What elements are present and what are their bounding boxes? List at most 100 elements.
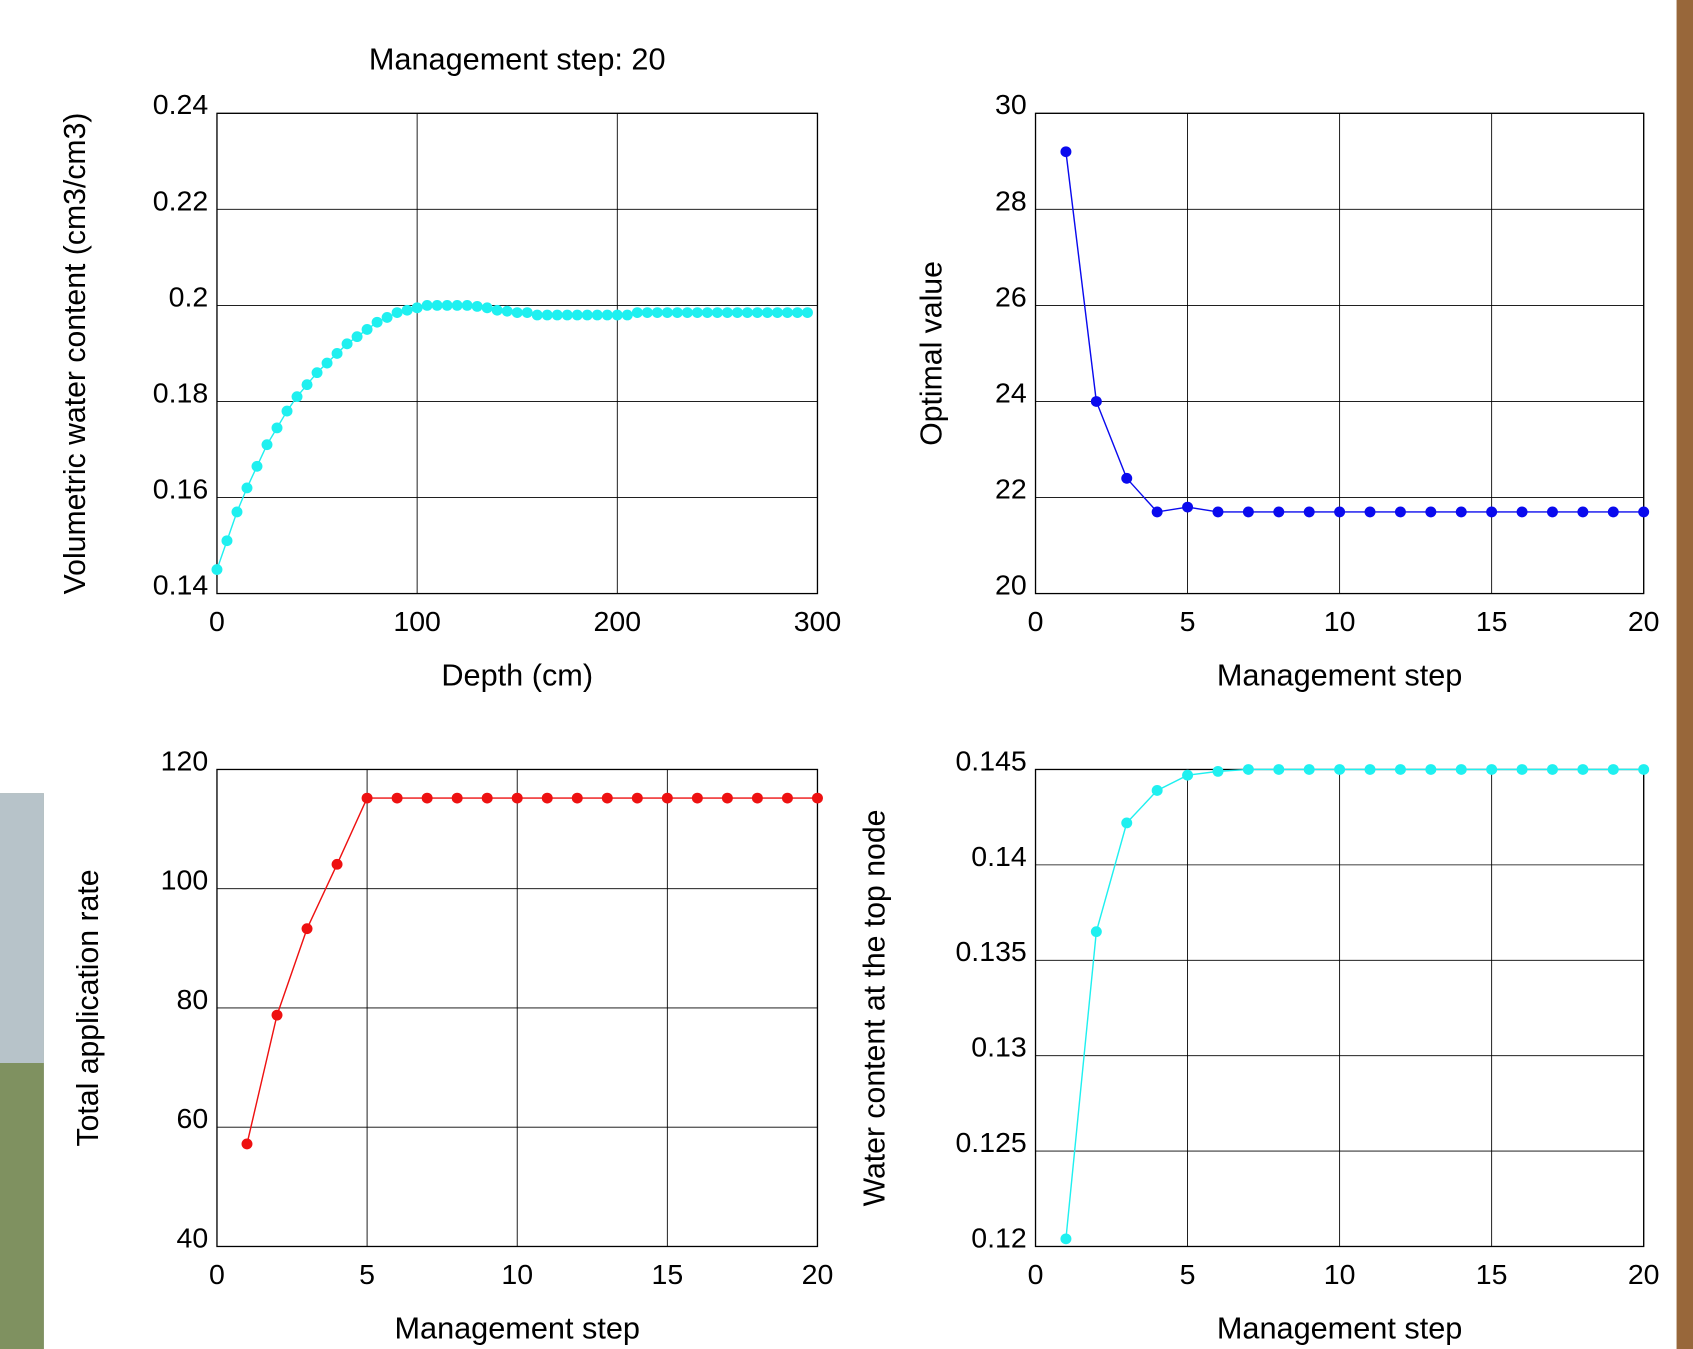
data-point [471, 300, 483, 312]
data-point [501, 305, 513, 317]
data-point [571, 792, 583, 804]
data-point [1516, 764, 1528, 775]
x-axis-label: Management step [1217, 1312, 1463, 1346]
data-point [641, 307, 653, 319]
data-point [381, 312, 393, 323]
data-point [311, 367, 323, 379]
data-point [1242, 506, 1254, 518]
data-point [581, 309, 593, 321]
data-point [1486, 506, 1498, 518]
data-point [1121, 472, 1133, 484]
data-point [1638, 764, 1650, 775]
data-point [811, 792, 823, 804]
data-point [1607, 506, 1619, 518]
data-point [1364, 506, 1376, 518]
data-point [1334, 506, 1346, 518]
y-tick-label: 0.12 [971, 1222, 1026, 1254]
data-point [1546, 764, 1558, 775]
data-point [1638, 506, 1650, 518]
y-tick-label: 0.24 [153, 88, 208, 120]
x-tick-label: 5 [359, 1258, 375, 1290]
chart-title: Management step: 20 [369, 43, 666, 77]
x-tick-label: 200 [594, 605, 642, 637]
data-point [1607, 764, 1619, 775]
data-point [1242, 764, 1254, 775]
data-point [401, 304, 413, 316]
data-point [301, 379, 313, 391]
data-point [1060, 146, 1072, 158]
data-point [421, 792, 433, 804]
y-tick-label: 80 [177, 983, 209, 1015]
data-point [1577, 506, 1589, 518]
x-tick-label: 10 [501, 1258, 533, 1290]
x-tick-label: 5 [1180, 1258, 1196, 1290]
x-tick-label: 0 [1028, 605, 1044, 637]
data-point [1212, 506, 1224, 518]
data-point [1455, 764, 1467, 775]
data-point [711, 307, 723, 319]
data-point [441, 300, 453, 311]
data-point [631, 307, 643, 319]
data-point [1364, 764, 1376, 775]
data-point [531, 309, 543, 321]
data-point [371, 316, 383, 328]
data-point [701, 307, 713, 319]
data-point [721, 307, 733, 319]
y-tick-label: 20 [995, 569, 1027, 601]
x-tick-label: 15 [1476, 605, 1508, 637]
photo-grass [0, 1063, 44, 1349]
data-point [691, 792, 703, 804]
data-point [421, 300, 433, 311]
y-axis-label: Optimal value [915, 261, 949, 446]
data-point [481, 302, 493, 314]
y-tick-label: 0.16 [153, 473, 208, 505]
data-point [751, 792, 763, 804]
data-point [1060, 1233, 1072, 1245]
data-point [1273, 764, 1285, 775]
y-tick-label: 0.14 [971, 840, 1026, 872]
data-point [551, 309, 563, 321]
data-point [691, 307, 703, 319]
data-point [221, 535, 233, 547]
data-point [661, 307, 673, 319]
y-tick-label: 0.22 [153, 185, 208, 217]
data-point [511, 307, 523, 319]
data-point [741, 307, 753, 319]
data-point [271, 1009, 283, 1021]
data-point [1516, 506, 1528, 518]
y-tick-label: 28 [995, 185, 1027, 217]
data-point [1303, 506, 1315, 518]
x-tick-label: 5 [1180, 605, 1196, 637]
data-point [431, 300, 443, 311]
y-tick-label: 30 [995, 88, 1027, 120]
data-point [751, 307, 763, 319]
data-point [241, 482, 253, 494]
x-tick-label: 10 [1324, 1258, 1356, 1290]
x-tick-label: 15 [1476, 1258, 1508, 1290]
data-point [681, 307, 693, 319]
data-point [521, 307, 533, 319]
data-point [451, 300, 463, 311]
data-point [391, 792, 403, 804]
x-axis-label: Management step [1217, 659, 1463, 693]
data-point [591, 309, 603, 321]
data-point [1090, 926, 1102, 938]
x-axis-label: Depth (cm) [441, 659, 593, 693]
y-tick-label: 26 [995, 281, 1027, 313]
data-point [1394, 764, 1406, 775]
data-point [1182, 769, 1194, 781]
data-point [571, 309, 583, 321]
data-point [261, 439, 273, 451]
data-point [241, 1138, 253, 1150]
x-tick-label: 100 [393, 605, 441, 637]
data-point [1546, 506, 1558, 518]
x-tick-label: 20 [1628, 1258, 1660, 1290]
data-point [721, 792, 733, 804]
y-axis-label: Volumetric water content (cm3/cm3) [58, 113, 92, 595]
data-point [1121, 817, 1133, 829]
y-tick-label: 24 [995, 377, 1027, 409]
data-point [621, 309, 633, 321]
y-tick-label: 0.14 [153, 569, 208, 601]
data-point [271, 422, 283, 434]
